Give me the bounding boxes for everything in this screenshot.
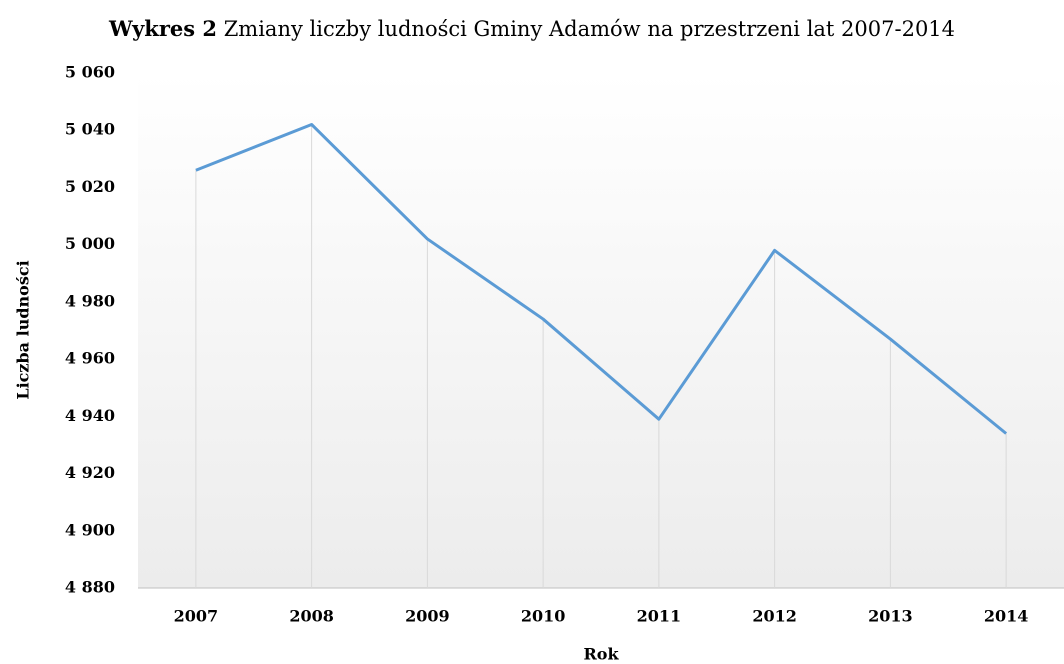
y-tick-label: 5 060 (65, 63, 115, 82)
x-tick-label: 2012 (752, 607, 797, 626)
plot-area (138, 73, 1064, 588)
x-tick-label: 2014 (984, 607, 1029, 626)
x-tick-label: 2009 (405, 607, 450, 626)
y-tick-label: 4 940 (65, 406, 115, 425)
y-tick-label: 4 920 (65, 463, 115, 482)
y-tick-label: 5 040 (65, 120, 115, 139)
x-tick-label: 2008 (289, 607, 334, 626)
x-tick-label: 2007 (174, 607, 219, 626)
x-tick-label: 2013 (868, 607, 913, 626)
y-tick-label: 4 880 (65, 578, 115, 597)
x-tick-label: 2011 (637, 607, 682, 626)
y-tick-label: 5 020 (65, 177, 115, 196)
title-text: Zmiany liczby ludności Gminy Adamów na p… (224, 17, 955, 41)
x-axis-label: Rok (583, 645, 619, 664)
line-series (195, 123, 1008, 435)
title-label: Wykres 2 (108, 16, 217, 41)
y-tick-label: 5 000 (65, 234, 115, 253)
x-tick-label: 2010 (521, 607, 566, 626)
y-tick-label: 4 980 (65, 291, 115, 310)
y-tick-label: 4 900 (65, 520, 115, 539)
chart-title: Wykres 2 Zmiany liczby ludności Gminy Ad… (108, 16, 955, 41)
y-tick-label: 4 960 (65, 349, 115, 368)
y-axis-label: Liczba ludności (14, 260, 33, 399)
